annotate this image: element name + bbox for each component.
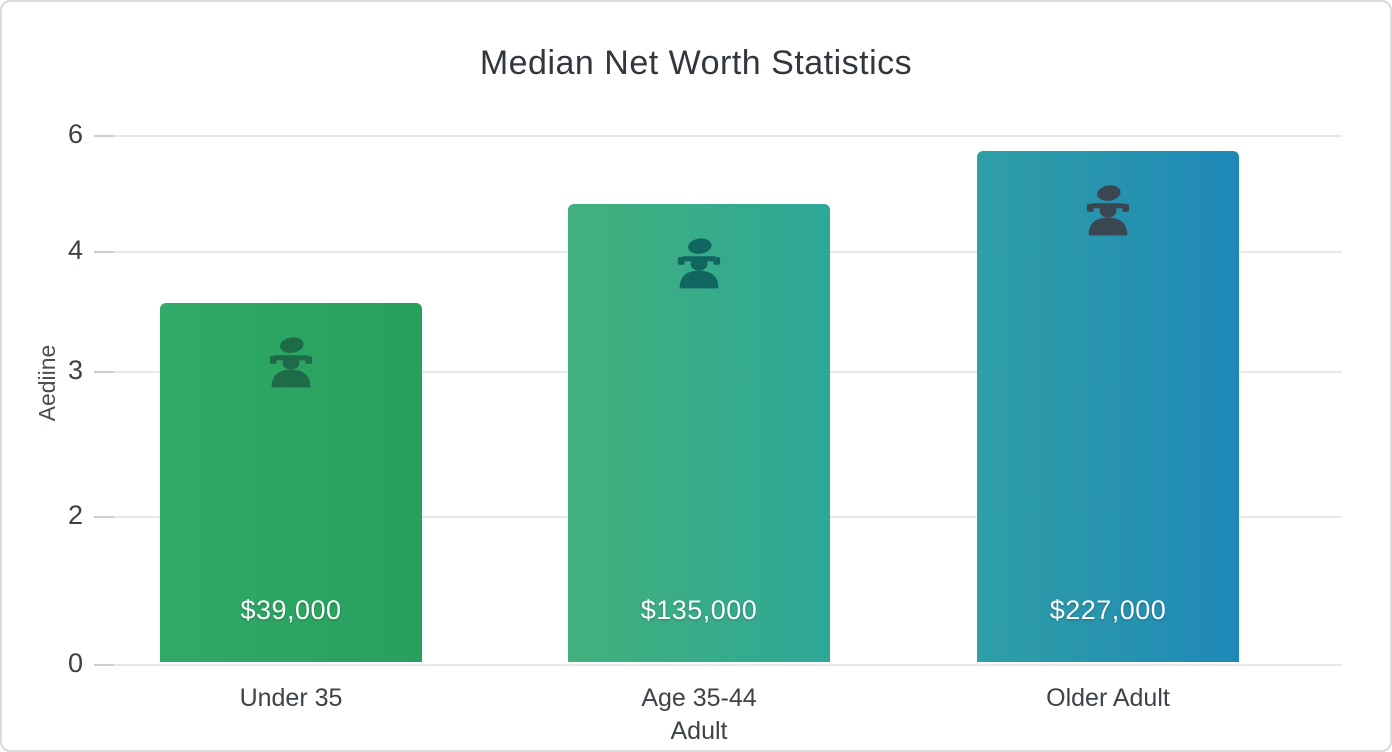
person-icon xyxy=(677,238,721,289)
chart-title: Median Net Worth Statistics xyxy=(479,44,913,82)
y-tick-mark xyxy=(94,371,114,373)
bar-age-35-44-adult[interactable]: $135,000 xyxy=(568,204,830,662)
y-tick-label: 2 xyxy=(67,500,83,530)
person-icon xyxy=(269,337,313,388)
y-tick-label: 3 xyxy=(67,355,83,385)
gridline: 6 xyxy=(68,119,1342,149)
y-tick-mark xyxy=(94,251,114,253)
x-axis-label-line: Age 35-44 xyxy=(641,684,757,712)
y-tick-mark xyxy=(94,516,114,518)
x-axis-label-line: Under 35 xyxy=(239,684,343,712)
bar-value-label: $39,000 xyxy=(240,595,342,625)
y-tick-mark xyxy=(94,135,114,137)
bar-value-label: $135,000 xyxy=(640,595,758,625)
person-icon xyxy=(1086,185,1130,236)
x-axis-label-older-adult: Older Adult xyxy=(928,682,1288,715)
y-tick-label: 0 xyxy=(67,648,83,678)
bar-value-label: $227,000 xyxy=(1049,595,1167,625)
y-tick-label: 4 xyxy=(67,235,83,265)
x-axis-label-under-35: Under 35 xyxy=(111,682,471,715)
y-tick-label: 6 xyxy=(67,119,83,149)
bar-under-35[interactable]: $39,000 xyxy=(160,303,422,662)
x-axis-label-line: Adult xyxy=(670,717,728,745)
y-tick-mark xyxy=(94,664,114,666)
bar-older-adult[interactable]: $227,000 xyxy=(977,151,1239,662)
gridline: 0 xyxy=(68,648,1342,678)
x-axis-label-age-35-44-adult: Age 35-44 Adult xyxy=(519,682,879,748)
x-axis-label-line: Older Adult xyxy=(1046,684,1170,712)
